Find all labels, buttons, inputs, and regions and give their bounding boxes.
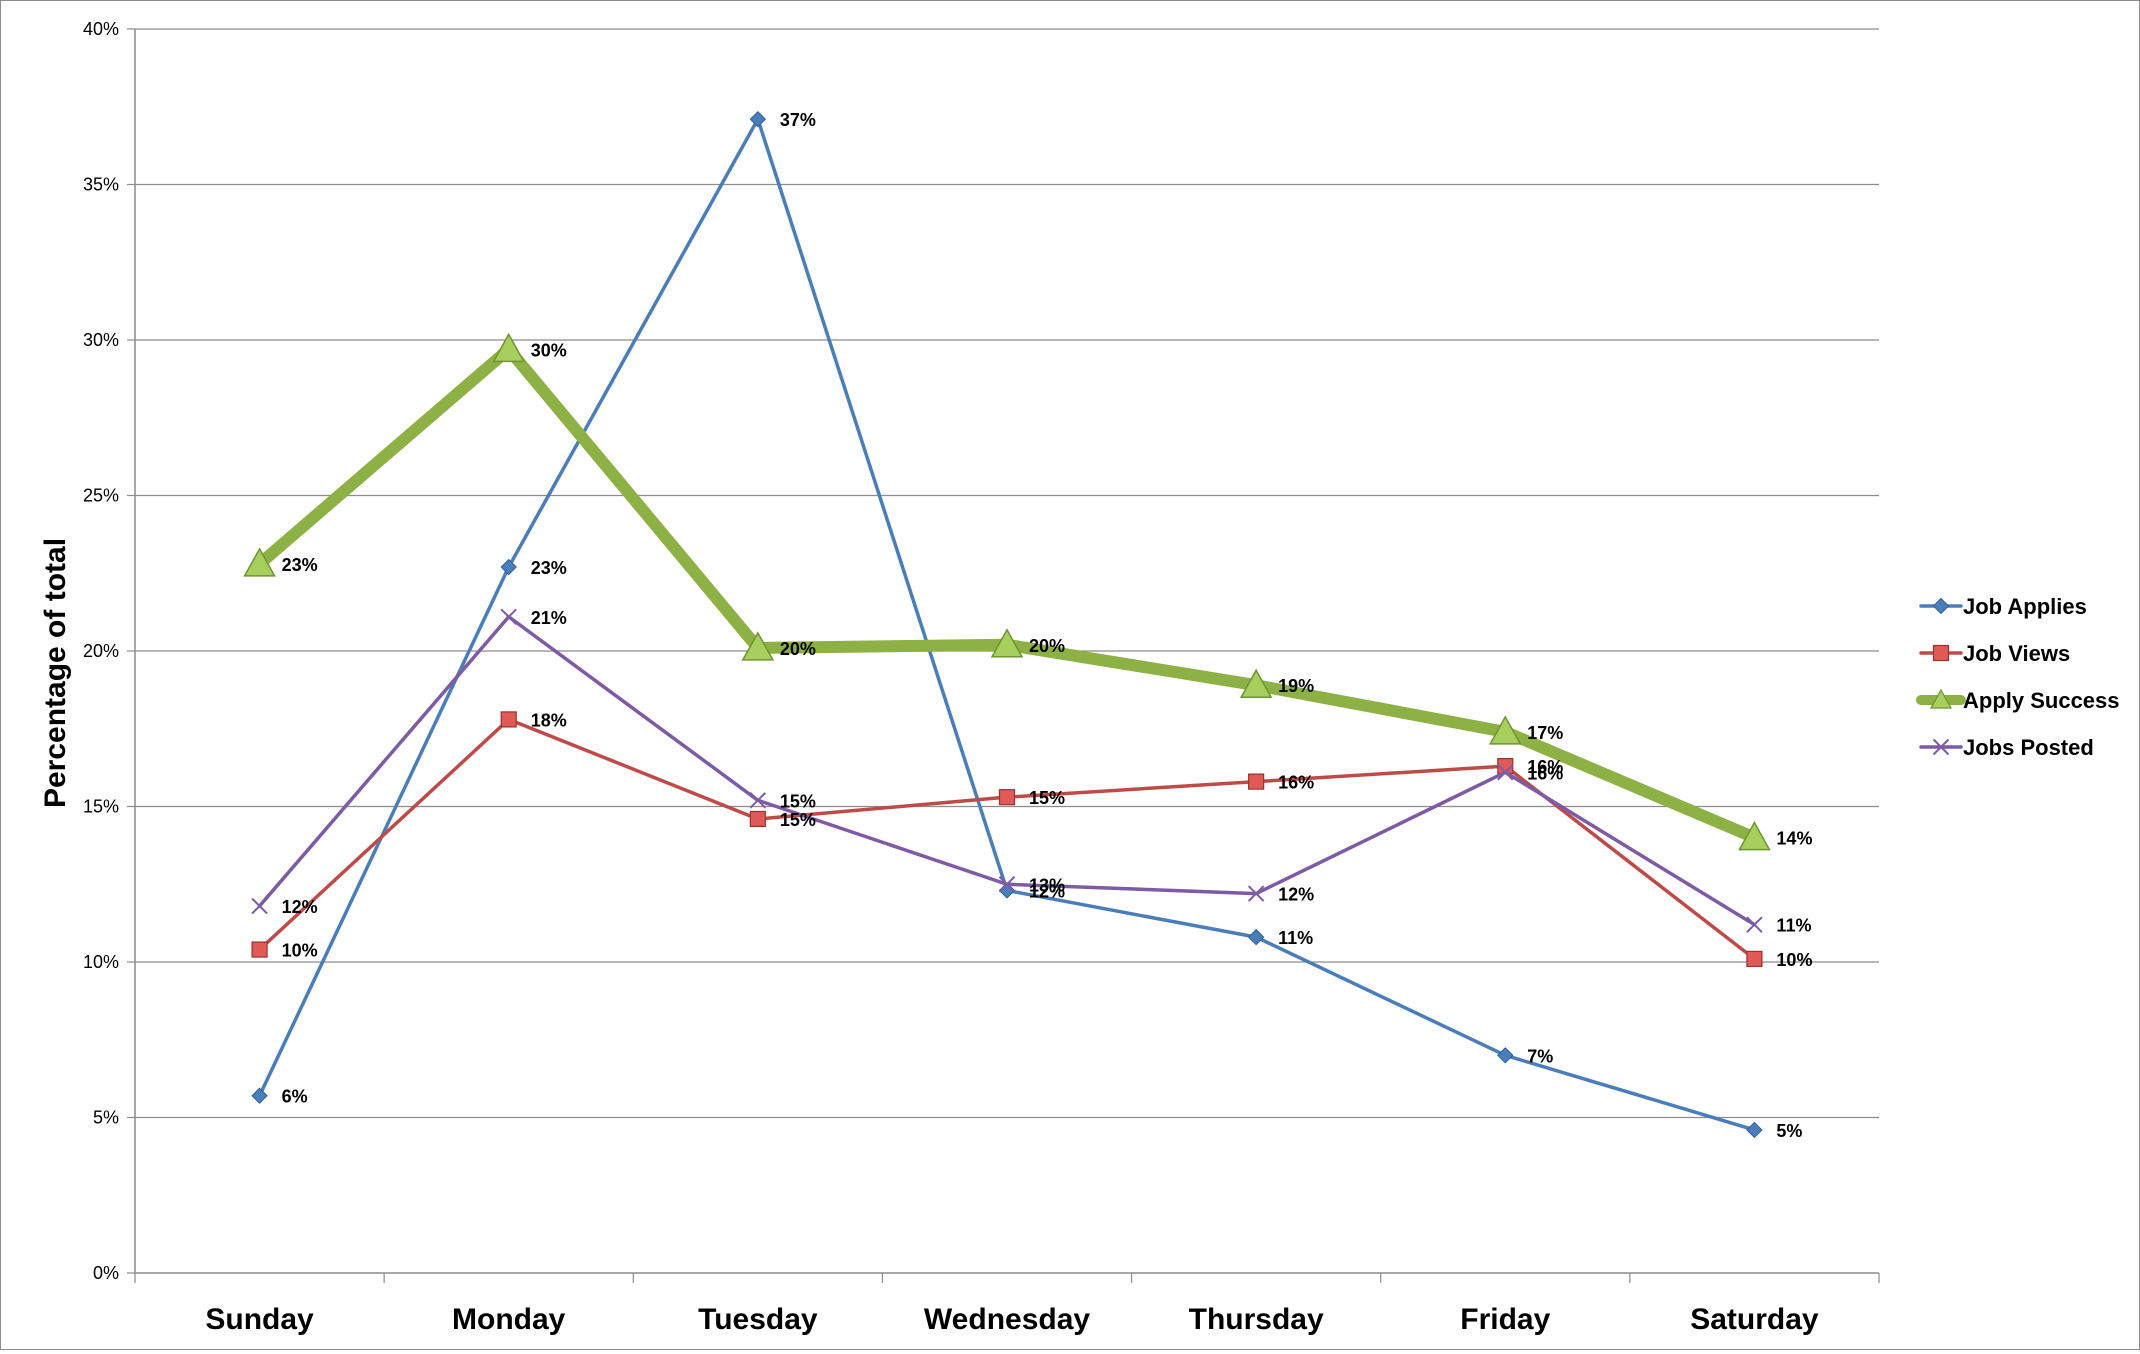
data-label-apply-success-wednesday: 20% bbox=[1029, 636, 1065, 656]
legend-item-job-applies: Job Applies bbox=[1919, 594, 2087, 619]
legend-item-apply-success: Apply Success bbox=[1916, 688, 2120, 713]
point-jobs-posted-sunday bbox=[251, 897, 268, 915]
x-tick-label-wednesday: Wednesday bbox=[924, 1303, 1090, 1336]
x-tick-label-tuesday: Tuesday bbox=[698, 1303, 818, 1336]
point-job-views-thursday bbox=[1248, 773, 1265, 790]
x-tick-label-thursday: Thursday bbox=[1189, 1303, 1324, 1336]
legend-item-job-views: Job Views bbox=[1919, 641, 2070, 666]
data-label-apply-success-tuesday: 20% bbox=[780, 639, 816, 659]
legend-marker-apply-success bbox=[1929, 688, 1953, 709]
series-job-applies bbox=[251, 110, 1763, 1139]
series-jobs-posted bbox=[251, 608, 1763, 933]
point-apply-success-sunday bbox=[243, 547, 276, 577]
data-label-apply-success-monday: 30% bbox=[531, 340, 567, 360]
point-job-applies-sunday bbox=[251, 1087, 268, 1104]
point-job-applies-saturday bbox=[1746, 1121, 1763, 1139]
data-label-jobs-posted-tuesday: 15% bbox=[780, 791, 816, 811]
data-label-jobs-posted-saturday: 11% bbox=[1776, 916, 1811, 936]
y-axis-title: Percentage of total bbox=[39, 538, 72, 808]
data-label-job-applies-wednesday: 12% bbox=[1029, 881, 1065, 901]
point-apply-success-wednesday bbox=[990, 628, 1024, 658]
y-tick-label: 20% bbox=[83, 641, 119, 661]
data-label-jobs-posted-thursday: 12% bbox=[1278, 885, 1314, 905]
data-label-jobs-posted-sunday: 12% bbox=[282, 897, 318, 917]
data-label-apply-success-saturday: 14% bbox=[1776, 829, 1812, 849]
legend: Job Applies Job Views Apply Success Jobs Po… bbox=[1916, 594, 2120, 760]
series-line-job-views bbox=[257, 717, 1757, 961]
y-tick-label: 0% bbox=[93, 1263, 119, 1283]
y-tick-label: 25% bbox=[83, 486, 119, 506]
point-jobs-posted-friday bbox=[1497, 764, 1514, 781]
point-apply-success-thursday bbox=[1239, 668, 1273, 698]
point-job-applies-tuesday bbox=[749, 110, 767, 128]
point-jobs-posted-monday bbox=[500, 608, 517, 625]
data-label-job-applies-saturday: 5% bbox=[1776, 1121, 1802, 1141]
y-tick-label: 5% bbox=[93, 1108, 119, 1128]
legend-label-apply-success: Apply Success bbox=[1963, 688, 2120, 713]
y-tick-label: 15% bbox=[83, 797, 119, 817]
legend-marker-job-views bbox=[1932, 644, 1950, 662]
data-labels: 6%23%37%12%11%7%5%10%18%15%15%16%16%10%2… bbox=[282, 110, 1813, 1141]
data-label-job-applies-sunday: 6% bbox=[282, 1087, 308, 1107]
x-tick-label-monday: Monday bbox=[452, 1303, 566, 1336]
point-jobs-posted-thursday bbox=[1247, 885, 1265, 902]
y-tick-label: 35% bbox=[83, 175, 119, 195]
data-label-job-views-monday: 18% bbox=[531, 710, 567, 730]
legend-label-jobs-posted: Jobs Posted bbox=[1963, 735, 2094, 760]
point-job-applies-monday bbox=[500, 558, 517, 576]
legend-marker-jobs-posted bbox=[1932, 738, 1950, 756]
legend-marker-job-applies bbox=[1932, 597, 1950, 615]
series-line-job-applies bbox=[257, 117, 1757, 1132]
point-job-views-monday bbox=[500, 711, 517, 728]
point-jobs-posted-tuesday bbox=[749, 792, 767, 809]
series-layer bbox=[243, 110, 1771, 1139]
legend-label-job-views: Job Views bbox=[1963, 641, 2070, 666]
data-label-apply-success-thursday: 19% bbox=[1278, 676, 1314, 696]
x-tick-label-friday: Friday bbox=[1460, 1303, 1550, 1336]
data-label-job-applies-tuesday: 37% bbox=[780, 110, 816, 130]
data-label-jobs-posted-monday: 21% bbox=[531, 608, 567, 628]
point-job-views-saturday bbox=[1746, 950, 1763, 967]
point-job-views-wednesday bbox=[998, 789, 1016, 806]
data-label-job-views-thursday: 16% bbox=[1278, 773, 1314, 793]
point-apply-success-tuesday bbox=[741, 631, 775, 661]
data-label-job-views-wednesday: 15% bbox=[1029, 788, 1065, 808]
point-job-views-tuesday bbox=[749, 810, 766, 828]
point-jobs-posted-wednesday bbox=[998, 876, 1016, 893]
point-apply-success-friday bbox=[1489, 715, 1522, 745]
data-label-job-views-friday: 16% bbox=[1527, 757, 1563, 777]
data-label-apply-success-sunday: 23% bbox=[282, 555, 318, 575]
data-label-job-applies-friday: 7% bbox=[1527, 1046, 1553, 1066]
data-label-apply-success-friday: 17% bbox=[1527, 723, 1563, 743]
point-apply-success-saturday bbox=[1738, 821, 1771, 851]
data-label-job-views-sunday: 10% bbox=[282, 941, 318, 961]
data-label-job-applies-monday: 23% bbox=[531, 558, 567, 578]
data-label-job-views-saturday: 10% bbox=[1776, 950, 1812, 970]
gridlines bbox=[135, 28, 1879, 1119]
data-label-job-views-tuesday: 15% bbox=[780, 810, 816, 830]
data-label-jobs-posted-wednesday: 13% bbox=[1029, 875, 1065, 895]
point-job-views-sunday bbox=[251, 941, 268, 958]
data-label-job-applies-thursday: 11% bbox=[1278, 928, 1313, 948]
y-tick-label: 30% bbox=[83, 330, 119, 350]
point-job-applies-friday bbox=[1497, 1047, 1514, 1064]
legend-label-job-applies: Job Applies bbox=[1963, 594, 2087, 619]
y-tick-label: 10% bbox=[83, 952, 119, 972]
series-apply-success bbox=[243, 332, 1771, 851]
y-tick-label: 40% bbox=[83, 19, 119, 39]
legend-item-jobs-posted: Jobs Posted bbox=[1919, 735, 2094, 760]
data-label-jobs-posted-friday: 16% bbox=[1527, 763, 1563, 783]
x-tick-label-saturday: Saturday bbox=[1690, 1303, 1819, 1336]
axes: 0% 5% 10% 15% 20% 25% 30% 35% 40% Sunday Monday Tue… bbox=[83, 19, 1880, 1336]
point-apply-success-monday bbox=[492, 332, 525, 363]
point-jobs-posted-saturday bbox=[1746, 916, 1763, 933]
x-tick-label-sunday: Sunday bbox=[205, 1303, 314, 1336]
point-job-applies-thursday bbox=[1247, 928, 1265, 946]
